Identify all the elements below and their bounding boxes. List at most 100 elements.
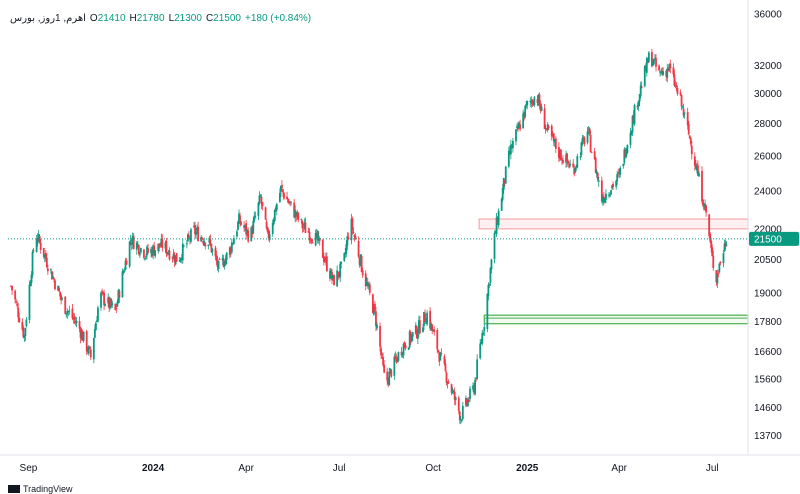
candle-body: [171, 257, 174, 259]
candle-body: [651, 52, 653, 67]
candle-body: [116, 301, 119, 307]
candle-body: [303, 222, 306, 226]
candle-body: [286, 196, 288, 200]
candle-body: [190, 229, 192, 242]
candle-body: [210, 243, 213, 253]
symbol-label[interactable]: اهرم, 1روز, بورس: [10, 13, 86, 24]
candle-body: [551, 134, 554, 136]
candle-body: [512, 140, 514, 149]
candle-body: [580, 142, 583, 155]
y-tick-label: 20500: [754, 255, 782, 266]
candle-body: [490, 259, 493, 270]
candle-body: [544, 128, 547, 130]
candle-body: [422, 327, 424, 333]
candle-body: [238, 213, 240, 224]
candle-body: [272, 219, 275, 225]
candle-body: [612, 183, 614, 187]
candle-body: [702, 199, 704, 207]
candle-body: [295, 212, 298, 217]
low-value: 21300: [174, 13, 202, 24]
candle-body: [154, 250, 157, 257]
candle-body: [489, 267, 492, 283]
y-tick-label: 28000: [754, 119, 782, 130]
x-tick-label: Jul: [706, 463, 719, 474]
candle-body: [78, 321, 81, 329]
candle-body: [576, 156, 579, 168]
candle-body: [596, 173, 599, 180]
candle-body: [622, 163, 625, 167]
candle-body: [52, 276, 54, 279]
candle-body: [382, 357, 385, 365]
candle-body: [200, 236, 203, 242]
candle-body: [407, 347, 410, 350]
candle-body: [317, 236, 320, 241]
candle-body: [158, 243, 161, 248]
candle-body: [23, 335, 26, 338]
candle-body: [290, 201, 293, 203]
candle-body: [310, 239, 313, 242]
last-price-label: 21500: [754, 234, 782, 245]
candle-body: [573, 168, 576, 175]
candle-body: [357, 240, 360, 257]
candle-body: [315, 232, 318, 234]
candle-body: [379, 326, 381, 347]
candle-body: [458, 411, 461, 421]
candle-body: [11, 286, 13, 291]
candle-body: [266, 227, 269, 233]
candle-body: [581, 138, 584, 145]
candle-body: [329, 270, 331, 279]
candle-body: [353, 234, 356, 238]
candle-body: [561, 159, 563, 161]
candle-body: [687, 123, 690, 135]
candle-body: [278, 193, 281, 203]
candle-body: [380, 348, 382, 356]
candle-body: [246, 229, 249, 233]
candle-body: [343, 253, 346, 261]
candle-body: [523, 112, 526, 119]
y-tick-label: 24000: [754, 186, 782, 197]
candle-body: [74, 321, 77, 323]
candle-body: [345, 244, 348, 254]
candle-body: [572, 163, 575, 168]
candle-body: [689, 138, 692, 144]
candle-body: [637, 100, 640, 107]
candle-body: [531, 99, 534, 104]
candle-body: [690, 145, 693, 155]
candle-body: [575, 165, 578, 167]
candle-body: [639, 85, 642, 97]
x-tick-label: Oct: [425, 463, 441, 474]
candle-body: [296, 211, 299, 216]
candle-body: [538, 94, 541, 106]
candle-body: [466, 399, 468, 405]
candle-body: [322, 256, 325, 262]
candle-body: [476, 359, 479, 379]
candle-body: [323, 260, 326, 262]
tradingview-logo-icon: [8, 485, 20, 493]
candle-body: [28, 284, 31, 320]
candle-body: [482, 332, 485, 335]
candle-body: [43, 254, 46, 258]
candle-body: [359, 254, 362, 266]
candle-body: [15, 301, 18, 303]
candle-body: [247, 230, 250, 242]
candle-body: [704, 203, 706, 208]
candle-body: [675, 85, 678, 87]
ohlc-legend: اهرم, 1روز, بورس O21410 H21780 L21300 C2…: [10, 13, 311, 24]
candle-body: [496, 218, 499, 225]
candle-body: [386, 371, 389, 381]
candle-body: [486, 294, 489, 330]
candle-body: [333, 274, 335, 286]
candle-body: [450, 384, 453, 393]
candle-body: [524, 105, 527, 117]
candle-body: [265, 221, 268, 229]
candle-body: [207, 244, 210, 247]
candle-body: [273, 209, 276, 221]
candle-body: [493, 233, 496, 260]
candle-body: [350, 218, 353, 241]
candle-body: [389, 368, 392, 371]
candle-body: [151, 248, 154, 257]
candle-body: [167, 252, 170, 254]
candle-body: [469, 388, 471, 399]
candle-body: [552, 133, 555, 142]
